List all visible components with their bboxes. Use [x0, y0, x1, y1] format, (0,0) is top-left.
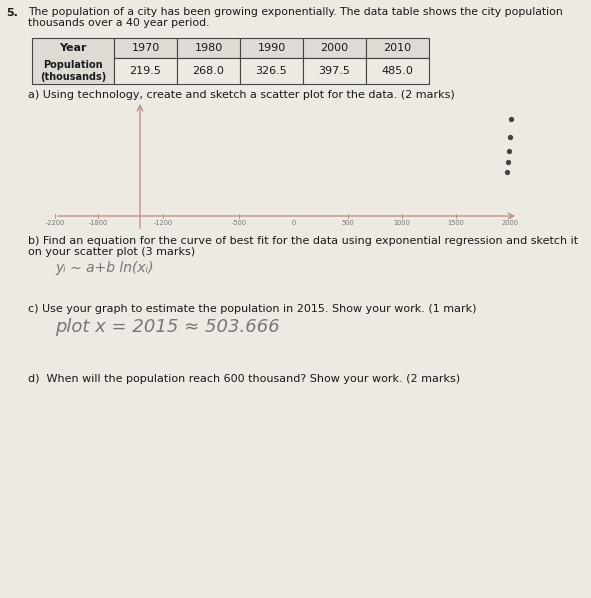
Bar [114, 38, 177, 58]
Text: 1000: 1000 [393, 220, 410, 226]
Text: Year: Year [59, 43, 87, 53]
Text: 1500: 1500 [447, 220, 465, 226]
Bar [240, 38, 303, 58]
Text: 5.: 5. [6, 8, 18, 18]
Text: 500: 500 [341, 220, 354, 226]
Text: 2000: 2000 [502, 220, 518, 226]
Text: -1200: -1200 [154, 220, 173, 226]
Bar [114, 58, 177, 84]
Text: -500: -500 [232, 220, 246, 226]
Text: 268.0: 268.0 [193, 66, 225, 76]
Text: 219.5: 219.5 [129, 66, 161, 76]
Text: plot x = 2015 ≈ 503.666: plot x = 2015 ≈ 503.666 [55, 318, 280, 336]
Text: 485.0: 485.0 [382, 66, 414, 76]
Bar [177, 58, 240, 84]
Bar [366, 58, 429, 84]
Text: 2000: 2000 [320, 43, 349, 53]
Bar [240, 58, 303, 84]
Bar [177, 38, 240, 58]
Text: 397.5: 397.5 [319, 66, 350, 76]
Text: -1800: -1800 [89, 220, 108, 226]
Bar [303, 58, 366, 84]
Text: thousands over a 40 year period.: thousands over a 40 year period. [28, 18, 209, 28]
Bar [303, 38, 366, 58]
Text: on your scatter plot (3 marks): on your scatter plot (3 marks) [28, 247, 195, 257]
Text: -2200: -2200 [46, 220, 64, 226]
Text: Population
(thousands): Population (thousands) [40, 60, 106, 82]
Bar [366, 38, 429, 58]
Text: yᵢ ∼ a+b ln(xᵢ): yᵢ ∼ a+b ln(xᵢ) [55, 261, 154, 275]
Text: 1980: 1980 [194, 43, 223, 53]
Bar [32, 38, 114, 84]
Text: The population of a city has been growing exponentially. The data table shows th: The population of a city has been growin… [28, 7, 563, 17]
Text: c) Use your graph to estimate the population in 2015. Show your work. (1 mark): c) Use your graph to estimate the popula… [28, 304, 476, 314]
Text: d)  When will the population reach 600 thousand? Show your work. (2 marks): d) When will the population reach 600 th… [28, 374, 460, 384]
Text: 1970: 1970 [131, 43, 160, 53]
Text: 0: 0 [291, 220, 296, 226]
Text: 1990: 1990 [257, 43, 285, 53]
Text: 2010: 2010 [384, 43, 411, 53]
Text: b) Find an equation for the curve of best fit for the data using exponential reg: b) Find an equation for the curve of bes… [28, 236, 578, 246]
Text: a) Using technology, create and sketch a scatter plot for the data. (2 marks): a) Using technology, create and sketch a… [28, 90, 454, 100]
Text: 326.5: 326.5 [256, 66, 287, 76]
